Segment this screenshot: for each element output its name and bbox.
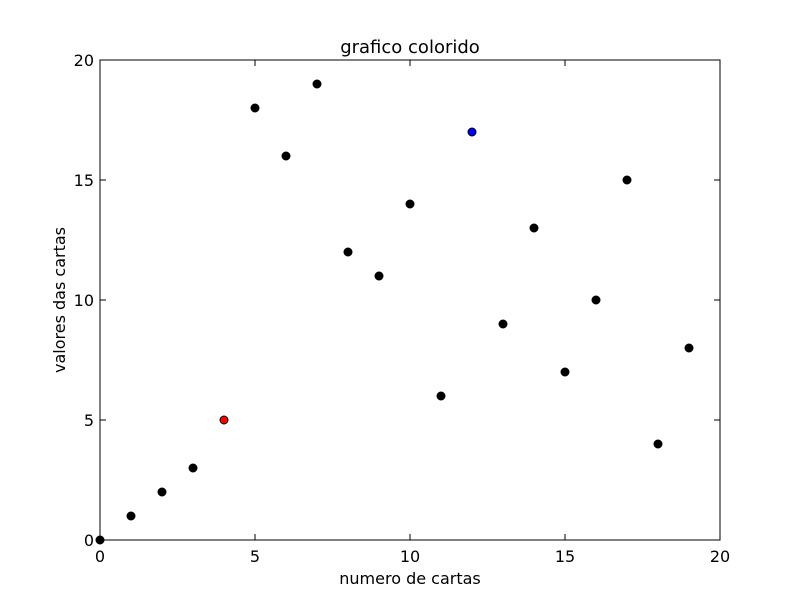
data-point-1 [126, 511, 136, 521]
y-tick-label: 15 [74, 171, 94, 190]
data-point-10 [405, 199, 415, 209]
y-tick-label: 10 [74, 291, 94, 310]
data-point-9 [374, 271, 384, 281]
data-point-17 [622, 175, 632, 185]
x-tick-label: 20 [710, 547, 730, 566]
x-tick-label: 5 [250, 547, 260, 566]
plot-area [100, 60, 720, 540]
x-tick-label: 10 [400, 547, 420, 566]
data-point-12 [467, 127, 477, 137]
x-tick-label: 0 [95, 547, 105, 566]
x-tick-label: 15 [555, 547, 575, 566]
data-point-18 [653, 439, 663, 449]
data-point-3 [188, 463, 198, 473]
data-point-15 [560, 367, 570, 377]
data-point-4 [219, 415, 229, 425]
y-tick-label: 20 [74, 51, 94, 70]
plot-frame [99, 59, 721, 541]
data-point-2 [157, 487, 167, 497]
data-point-11 [436, 391, 446, 401]
data-point-7 [312, 79, 322, 89]
data-point-6 [281, 151, 291, 161]
data-point-13 [498, 319, 508, 329]
chart-title: grafico colorido [340, 37, 480, 58]
data-point-19 [684, 343, 694, 353]
points-layer [95, 79, 694, 545]
y-tick-label: 5 [84, 411, 94, 430]
y-tick-label: 0 [84, 531, 94, 550]
data-point-16 [591, 295, 601, 305]
x-axis-label: numero de cartas [339, 569, 481, 588]
data-point-14 [529, 223, 539, 233]
y-axis-label: valores das cartas [50, 227, 69, 373]
data-point-8 [343, 247, 353, 257]
data-point-5 [250, 103, 260, 113]
ticks-layer: 0 5 10 15 20 0 5 10 15 20 [74, 51, 731, 566]
